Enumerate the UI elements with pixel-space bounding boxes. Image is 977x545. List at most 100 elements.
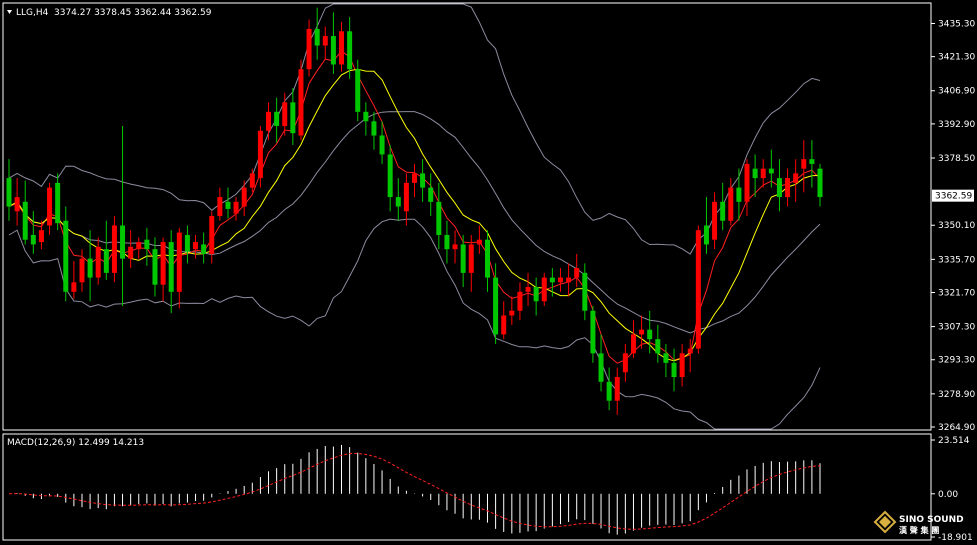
candle: [720, 182, 726, 231]
candle: [290, 88, 296, 145]
candle-body: [95, 246, 101, 278]
candle: [760, 159, 766, 188]
candle: [193, 234, 199, 259]
candle: [460, 234, 466, 288]
price-tick-label: 3278.90: [938, 390, 975, 400]
candle: [501, 301, 507, 340]
candle: [420, 159, 426, 202]
candle-body: [128, 246, 134, 259]
candle-body: [6, 178, 12, 207]
candle-body: [574, 268, 580, 278]
candle-body: [306, 28, 312, 70]
candle-body: [760, 168, 766, 179]
candle-body: [493, 277, 499, 335]
candle-body: [509, 310, 515, 316]
candle: [768, 149, 774, 188]
candle-body: [768, 168, 774, 174]
candle: [776, 159, 782, 212]
current-price-text: 3362.59: [935, 192, 972, 202]
candle: [614, 367, 620, 415]
candle: [225, 187, 231, 219]
candle-body: [144, 239, 150, 250]
candle: [566, 263, 572, 297]
candle-body: [217, 197, 223, 217]
candle-body: [55, 182, 61, 224]
candle-body: [614, 377, 620, 401]
candle-body: [120, 225, 126, 259]
candle: [282, 92, 288, 136]
candle: [793, 159, 799, 202]
candle: [533, 277, 539, 316]
candle: [387, 144, 393, 212]
candle: [395, 178, 401, 221]
candle-body: [606, 381, 612, 401]
candle-body: [160, 242, 166, 285]
candle: [412, 163, 417, 198]
candle: [168, 230, 174, 314]
candle: [217, 187, 223, 221]
candle-body: [598, 353, 604, 382]
candle: [363, 102, 369, 136]
candle-body: [387, 154, 393, 198]
candle-body: [111, 225, 117, 273]
candle-body: [703, 225, 709, 245]
price-tick-label: 3293.30: [938, 356, 975, 366]
candle-body: [549, 277, 555, 283]
candle-body: [371, 121, 377, 136]
candle: [509, 296, 515, 325]
candle: [63, 206, 69, 302]
candle-body: [557, 277, 563, 283]
macd-signal-line: [8, 452, 821, 530]
symbol-dropdown-icon[interactable]: [7, 10, 12, 14]
candle: [647, 310, 653, 354]
candle-body: [136, 242, 142, 250]
candle-body: [201, 244, 207, 254]
candle-body: [322, 36, 328, 46]
candle: [298, 59, 304, 141]
price-tick-label: 3421.30: [938, 53, 975, 63]
candle-body: [339, 31, 345, 65]
candle: [371, 111, 377, 150]
candle: [541, 272, 547, 306]
candle-body: [452, 244, 458, 250]
candle-body: [752, 168, 758, 179]
candle: [176, 227, 182, 309]
candle-body: [436, 201, 442, 235]
candle-body: [582, 272, 588, 311]
candle-body: [809, 159, 815, 164]
candle: [549, 268, 555, 297]
candle: [679, 343, 685, 387]
candle-body: [168, 242, 174, 292]
candle-body: [63, 220, 69, 292]
candle: [671, 348, 677, 392]
candle-body: [428, 187, 434, 202]
candle-body: [22, 201, 28, 240]
candle-body: [14, 197, 20, 212]
candle-body: [30, 234, 36, 245]
candle: [476, 225, 482, 254]
bollinger-bands: [8, 3, 821, 430]
candle-body: [412, 173, 417, 183]
candle-body: [647, 329, 653, 340]
sino-sound-logo: SINO SOUND 漢 聲 集 團: [873, 510, 964, 535]
candle: [728, 178, 734, 226]
candle-body: [622, 353, 628, 373]
current-price-tag: 3362.59: [932, 189, 974, 202]
candle: [517, 282, 523, 321]
candle-body: [103, 249, 109, 273]
candle-body: [639, 329, 645, 335]
candle-body: [444, 234, 450, 250]
candle: [355, 59, 361, 122]
candle: [14, 178, 20, 226]
candle-body: [776, 178, 782, 198]
candle-body: [695, 230, 701, 349]
candle: [436, 182, 442, 250]
ohlc-values: 3374.27 3378.45 3362.44 3362.59: [54, 8, 212, 18]
candle-body: [533, 287, 539, 302]
candle: [557, 268, 563, 292]
candle: [639, 315, 645, 349]
candle: [38, 220, 44, 250]
candle: [468, 234, 474, 292]
candle: [606, 367, 612, 411]
candle-body: [663, 353, 669, 363]
